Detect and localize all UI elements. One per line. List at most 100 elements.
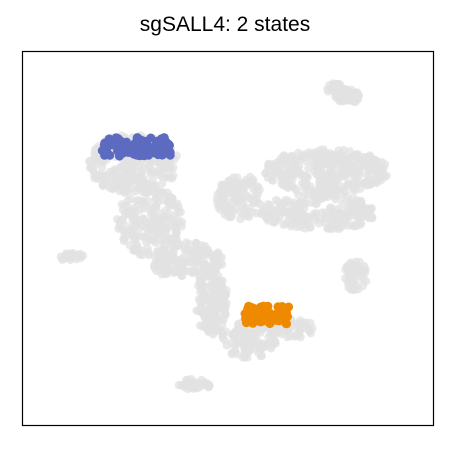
background-cell-point [304, 214, 313, 223]
background-cell-point [354, 262, 363, 271]
background-cell-point [154, 248, 163, 258]
background-cell-point [345, 147, 354, 156]
background-cell-point [98, 181, 108, 190]
background-cell-point [313, 190, 322, 199]
background-cell-point [152, 214, 161, 224]
background-cell-point [280, 151, 289, 160]
background-cell-point [360, 159, 369, 169]
background-cell-point [240, 205, 249, 214]
background-cell-point [308, 324, 317, 333]
background-cell-point [137, 250, 147, 260]
background-cell-point [145, 235, 155, 244]
background-cell-point [335, 97, 344, 106]
background-cell-point [367, 213, 377, 222]
background-cell-point [204, 382, 214, 391]
background-cell-point [149, 206, 158, 215]
background-cell-point [321, 208, 330, 217]
background-cell-point [132, 162, 141, 172]
background-cell-point [279, 220, 288, 229]
background-cell-point [216, 303, 225, 313]
background-cell-point [123, 162, 132, 171]
background-cell-point [283, 332, 292, 342]
background-cell-point [173, 199, 182, 208]
background-cell-point [329, 82, 338, 92]
background-cell-point [311, 212, 320, 221]
background-cell-point [323, 153, 332, 163]
background-cell-point [173, 207, 183, 217]
highlighted-states-layer [97, 133, 294, 329]
background-cell-point [233, 193, 242, 202]
state-1-point [152, 138, 162, 148]
background-cell-point [159, 268, 168, 277]
state-2-point [281, 307, 291, 317]
background-cell-point [263, 339, 272, 348]
background-cell-point [116, 176, 126, 186]
background-cell-point [351, 174, 361, 183]
background-cell-point [296, 320, 305, 330]
background-cell-point [252, 208, 261, 218]
state-2-point [265, 319, 275, 329]
background-cell-point [306, 150, 315, 159]
state-1-point [121, 137, 131, 147]
background-cell-point [177, 271, 186, 280]
background-cell-point [344, 169, 353, 178]
state-1-point [132, 142, 142, 152]
background-cell-point [335, 87, 344, 96]
background-cell-point [150, 168, 159, 177]
background-cell-point [115, 186, 124, 196]
background-cell-point [263, 216, 273, 225]
background-cell-point [270, 218, 279, 227]
background-cell-point [141, 201, 150, 210]
background-cell-point [142, 189, 151, 198]
state-2-point [245, 317, 255, 326]
background-cell-point [131, 206, 140, 215]
background-cell-point [202, 293, 211, 302]
background-cell-point [253, 183, 262, 192]
state-1-point [117, 146, 126, 156]
background-cell-point [180, 244, 189, 253]
background-cell-point [339, 145, 348, 155]
state-1-point [142, 146, 152, 156]
background-cell-point [286, 222, 295, 231]
background-cell-point [177, 222, 186, 231]
background-cell-point [301, 156, 311, 166]
background-cell-point [231, 327, 240, 336]
background-cell-point [210, 287, 219, 296]
background-cell-point [234, 338, 243, 347]
background-cell-point [323, 224, 332, 233]
background-cell-point [162, 249, 171, 259]
background-cell-point [160, 164, 169, 174]
background-cell-point [238, 183, 247, 193]
background-cell-point [144, 248, 153, 258]
background-cell-point [368, 170, 377, 180]
background-cell-point [324, 174, 333, 184]
background-cell-point [290, 208, 299, 217]
state-2-point [254, 315, 264, 325]
background-cell-point [344, 283, 353, 292]
background-cell-point [247, 176, 256, 186]
background-cell-point [312, 199, 321, 209]
background-cell-point [176, 255, 185, 265]
background-cell-point [312, 170, 321, 179]
state-1-point [126, 148, 136, 157]
background-cell-point [296, 332, 305, 342]
background-cell-point [115, 217, 125, 226]
background-cell-point [209, 267, 219, 277]
background-cell-point [330, 216, 339, 225]
background-cell-point [330, 170, 340, 179]
background-cell-point [216, 205, 225, 214]
background-cell-point [122, 227, 131, 237]
background-cell-point [353, 196, 362, 205]
background-cell-point [110, 168, 120, 177]
background-cell-point [352, 150, 361, 159]
background-cell-point [348, 202, 357, 211]
background-cell-point [167, 174, 177, 183]
background-cell-point [301, 171, 311, 181]
background-cell-point [78, 251, 88, 260]
background-cell-point [210, 276, 219, 285]
background-cell-point [336, 208, 345, 217]
background-cell-point [154, 228, 164, 238]
background-cell-point [206, 324, 216, 333]
background-cell-point [218, 329, 228, 338]
